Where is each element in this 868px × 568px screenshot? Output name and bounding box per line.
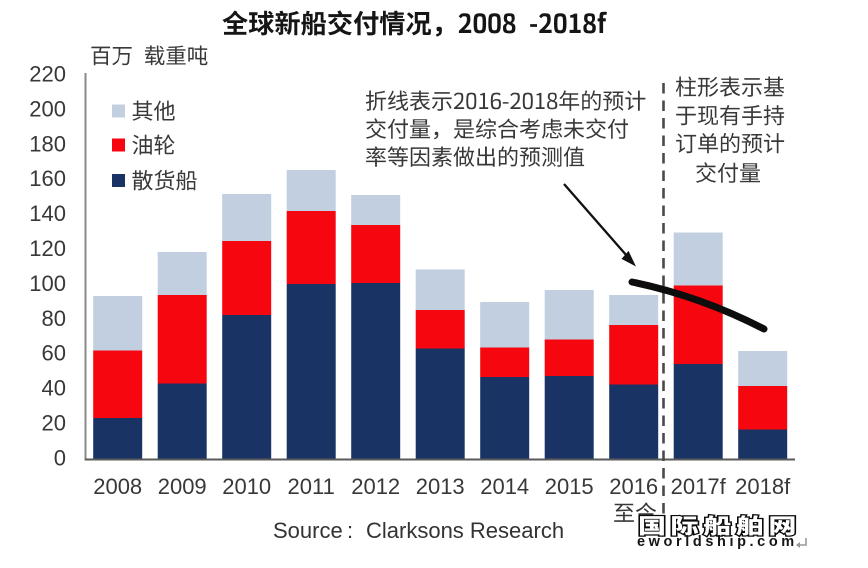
svg-text:180: 180: [29, 131, 66, 156]
svg-text:eworldship.com: eworldship.com: [637, 534, 798, 550]
svg-text:100: 100: [29, 271, 66, 296]
svg-text:2012: 2012: [351, 474, 400, 499]
svg-text:2013: 2013: [416, 474, 465, 499]
svg-text:0: 0: [54, 445, 66, 470]
svg-text:Source: Source: [273, 518, 343, 543]
svg-text::: :: [347, 518, 353, 543]
svg-text:Clarksons Research: Clarksons Research: [366, 518, 564, 543]
svg-text:2010: 2010: [222, 474, 271, 499]
svg-text:2016: 2016: [609, 474, 658, 499]
svg-text:120: 120: [29, 236, 66, 261]
svg-text:2008: 2008: [93, 474, 142, 499]
svg-text:2015: 2015: [545, 474, 594, 499]
svg-text:2014: 2014: [480, 474, 529, 499]
svg-text:40: 40: [42, 376, 66, 401]
svg-text:20: 20: [42, 411, 66, 436]
svg-text:140: 140: [29, 201, 66, 226]
svg-text:200: 200: [29, 96, 66, 121]
svg-text:2017f: 2017f: [671, 474, 727, 499]
svg-text:80: 80: [42, 306, 66, 331]
svg-text:160: 160: [29, 166, 66, 191]
svg-text:2018f: 2018f: [735, 474, 791, 499]
svg-text:2011: 2011: [288, 474, 335, 499]
svg-text:60: 60: [42, 341, 66, 366]
svg-text:220: 220: [29, 62, 66, 87]
svg-text:2009: 2009: [158, 474, 207, 499]
